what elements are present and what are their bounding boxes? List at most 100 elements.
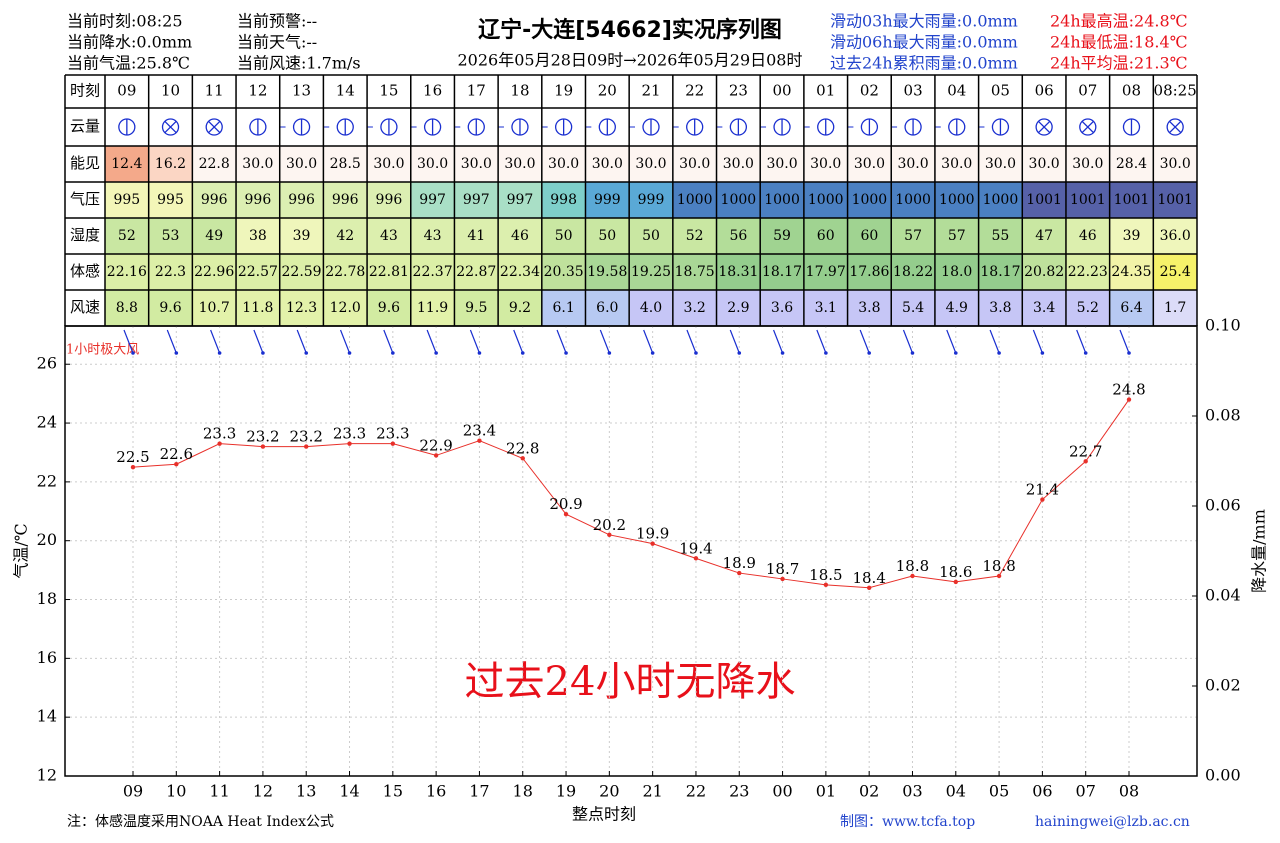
temperature-point	[520, 456, 525, 461]
time-cell: 08	[1122, 82, 1141, 100]
table-cell: 22.37	[413, 264, 453, 280]
cell-bg	[934, 218, 979, 254]
temperature-point	[1083, 459, 1088, 464]
table-cell: 1000	[939, 192, 975, 208]
table-cell: 22.81	[369, 264, 409, 280]
time-cell: 07	[1078, 82, 1097, 100]
cell-bg	[1153, 290, 1197, 326]
table-cell: 16.2	[155, 156, 186, 172]
cloud-icon	[164, 120, 177, 134]
time-cell: 05	[991, 82, 1010, 100]
time-cell: 16	[423, 82, 442, 100]
cell-bg	[672, 182, 717, 218]
cell-bg	[192, 182, 237, 218]
wind-barb-dot	[1127, 351, 1131, 355]
wind-barb	[599, 329, 610, 354]
table-cell: 995	[113, 192, 140, 208]
cell-bg	[367, 290, 411, 326]
table-cell: 30.0	[766, 156, 797, 172]
wind-barb	[296, 329, 307, 354]
cell-bg	[716, 290, 761, 326]
time-cell: 21	[641, 82, 660, 100]
data-label: 22.7	[1069, 442, 1102, 460]
cloud-icon	[1035, 118, 1053, 136]
data-label: 18.8	[896, 557, 929, 575]
cell-bg	[1022, 254, 1066, 290]
table-cell: 30.0	[417, 156, 448, 172]
temperature-point	[1040, 497, 1045, 502]
table-cell: 57	[904, 228, 922, 244]
cell-bg	[498, 146, 542, 182]
wind-barb	[210, 329, 221, 354]
data-label: 18.5	[809, 566, 842, 584]
table-cell: 30.0	[897, 156, 928, 172]
cell-bg	[279, 218, 324, 254]
data-label: 18.9	[723, 554, 756, 572]
cell-bg	[891, 146, 935, 182]
wind-barb	[426, 329, 437, 354]
cell-bg	[192, 218, 237, 254]
y2-tick-label: 0.04	[1205, 586, 1241, 605]
row-label: 时刻	[70, 82, 100, 100]
footer-credit: 制图：www.tcfa.top	[840, 814, 975, 830]
table-cell: 30.0	[286, 156, 317, 172]
cell-bg	[1022, 218, 1066, 254]
table-cell: 18.0	[941, 264, 972, 280]
wind-barb	[123, 329, 134, 354]
data-label: 23.2	[246, 428, 279, 446]
table-cell: 3.4	[1033, 300, 1055, 316]
x-tick-label: 02	[859, 782, 879, 801]
cell-bg	[454, 254, 499, 290]
cell-bg	[148, 218, 193, 254]
wind-barb-dot	[261, 351, 265, 355]
cell-bg	[1153, 254, 1197, 290]
data-label: 18.4	[852, 569, 885, 587]
table-cell: 49	[205, 228, 223, 244]
x-tick-label: 03	[902, 782, 922, 801]
table-cell: 30.0	[679, 156, 710, 172]
cell-bg	[367, 182, 411, 218]
temperature-point	[650, 541, 655, 546]
table-cell: 3.2	[684, 300, 706, 316]
table-cell: 9.2	[509, 300, 531, 316]
time-cell: 03	[904, 82, 923, 100]
cell-bg	[279, 146, 324, 182]
y-tick-label: 26	[37, 354, 57, 373]
data-label: 23.3	[333, 425, 366, 443]
cell-bg	[1022, 146, 1066, 182]
x-tick-label: 11	[209, 782, 229, 801]
header-info: 过去24h累积雨量:0.0mm	[830, 54, 1018, 73]
table-cell: 997	[463, 192, 490, 208]
table-cell: 3.8	[989, 300, 1011, 316]
cell-bg	[1022, 290, 1066, 326]
data-label: 22.8	[506, 439, 539, 457]
cell-bg	[105, 146, 149, 182]
cell-bg	[192, 146, 237, 182]
table-cell: 999	[594, 192, 621, 208]
table-cell: 997	[419, 192, 446, 208]
cell-bg	[803, 290, 848, 326]
table-cell: 42	[336, 228, 354, 244]
cell-bg	[716, 182, 761, 218]
x-tick-label: 20	[599, 782, 619, 801]
wind-barb-dot	[1040, 351, 1045, 355]
temperature-point	[910, 573, 915, 579]
table-cell: 28.5	[330, 156, 361, 172]
x-tick-label: 04	[946, 782, 966, 801]
cell-bg	[410, 218, 455, 254]
row-label: 体感	[70, 262, 100, 280]
table-cell: 39	[293, 228, 311, 244]
y-axis-label: 气温/℃	[12, 523, 31, 578]
table-cell: 1001	[1157, 192, 1193, 208]
table-cell: 998	[550, 192, 577, 208]
wind-barb	[1076, 329, 1087, 354]
wind-barb-dot	[824, 351, 828, 355]
temperature-point	[866, 585, 872, 590]
footer-note: 注：体感温度采用NOAA Heat Index公式	[67, 813, 334, 830]
table-cell: 5.4	[902, 300, 924, 316]
cell-bg	[105, 182, 149, 218]
table-cell: 9.6	[378, 300, 400, 316]
temperature-point	[347, 441, 352, 446]
cell-bg	[410, 290, 455, 326]
